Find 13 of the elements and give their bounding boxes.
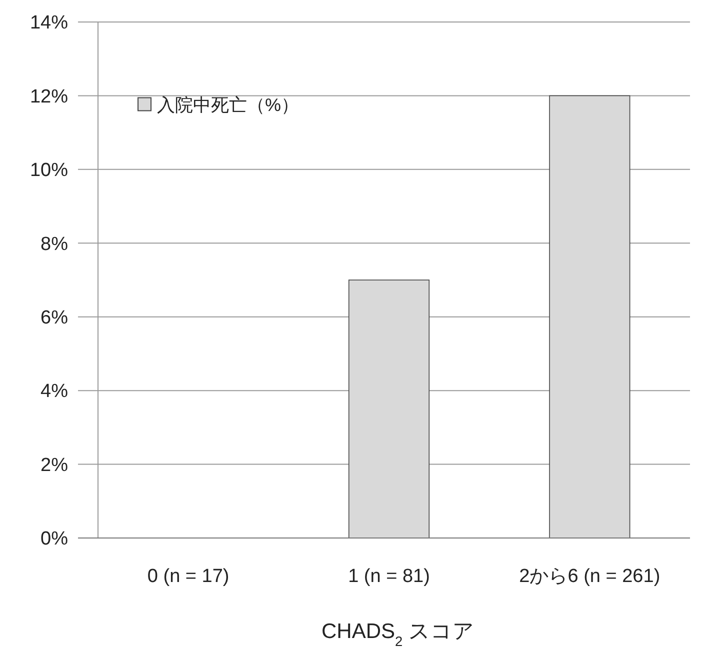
x-tick-label: 0 (n = 17) [147, 566, 230, 587]
x-tick-label: 1 (n = 81) [348, 566, 430, 587]
y-tick-label: 2% [40, 454, 68, 476]
x-axis-title: CHADS$_{2}$ スコア [322, 620, 474, 648]
y-tick-label: 14% [30, 12, 68, 34]
legend-label: 入院中死亡（%） [157, 95, 300, 116]
y-tick-label: 8% [40, 234, 68, 255]
y-tick-label: 4% [40, 381, 68, 402]
y-tick-label: 12% [30, 86, 68, 108]
y-tick-label: 0% [40, 528, 68, 550]
y-tick-label: 10% [30, 160, 68, 182]
x-tick-label: 2から6 (n = 261) [519, 566, 660, 587]
y-tick-label: 6% [40, 308, 68, 329]
